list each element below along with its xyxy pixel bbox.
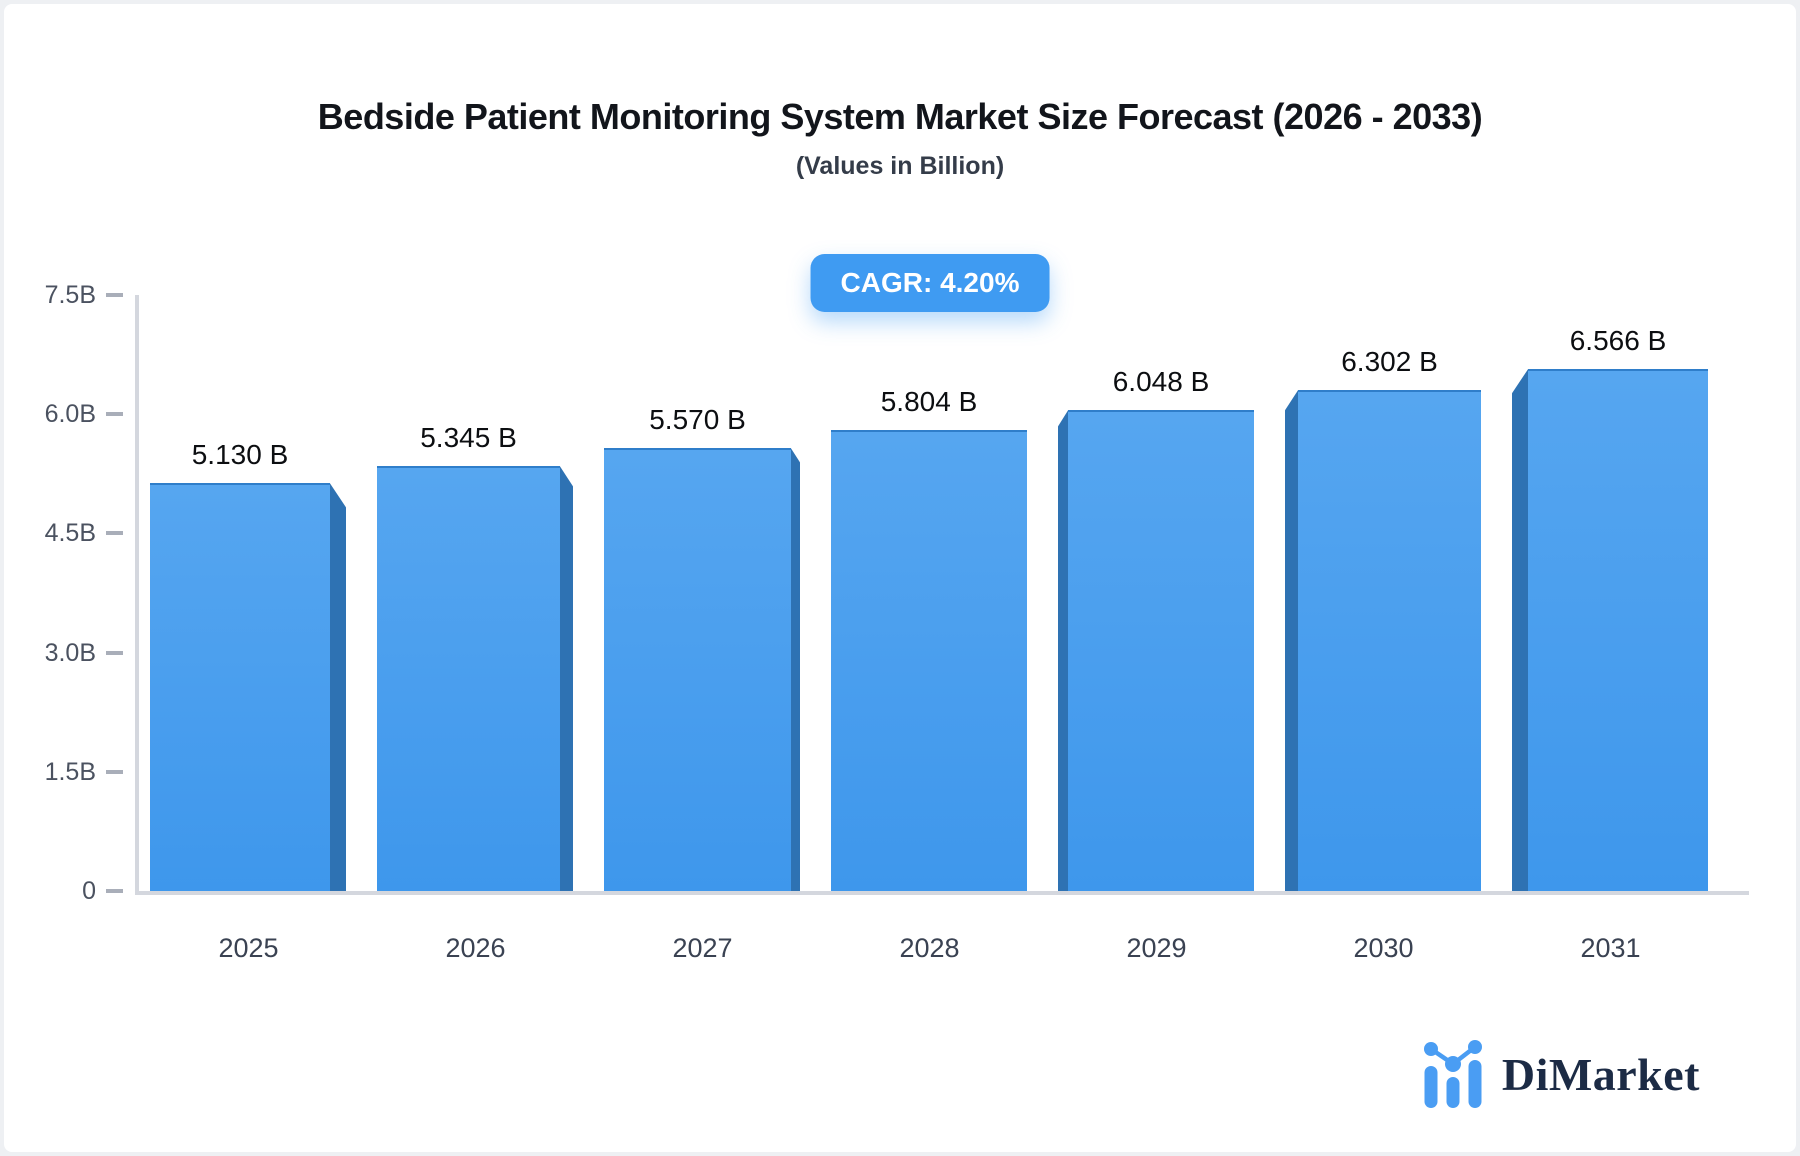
bar-value-label: 5.345 B xyxy=(420,422,517,454)
x-axis-labels: 2025 2026 2027 2028 2029 2030 2031 xyxy=(135,933,1724,964)
y-tick-dash xyxy=(106,293,123,297)
bar-value-label: 5.130 B xyxy=(191,439,289,471)
bars-container: 5.130 B 5.345 B 5.570 B 5.804 B 6.048 B 6.302… xyxy=(135,295,1724,891)
plot-area: 5.130 B 5.345 B 5.570 B 5.804 B 6.048 B 6.302… xyxy=(45,281,1749,963)
bar-face xyxy=(1068,410,1254,891)
bar-2029: 6.048 B xyxy=(1058,366,1254,891)
bar-slot: 6.566 B xyxy=(1497,295,1724,891)
y-tick-label: 6.0B xyxy=(44,400,96,429)
brand-logo: DiMarket xyxy=(1423,1040,1700,1108)
x-tick-label: 2025 xyxy=(218,933,279,963)
y-tick-label: 0 xyxy=(82,877,96,905)
bar-face xyxy=(604,448,791,891)
bar-slot: 5.804 B xyxy=(816,295,1043,891)
bar-value-label: 5.570 B xyxy=(649,404,746,436)
brand-name: DiMarket xyxy=(1501,1048,1700,1100)
bar-face xyxy=(1528,369,1708,891)
bar-face xyxy=(377,466,560,891)
x-tick-label: 2028 xyxy=(899,933,960,963)
bar-value-label: 6.048 B xyxy=(1112,366,1210,398)
bar-chart-logo-icon xyxy=(1423,1040,1486,1108)
bar-face xyxy=(831,429,1027,891)
bar-3d-side xyxy=(791,448,800,891)
bar-2030: 6.302 B xyxy=(1285,346,1481,891)
bar-value-label: 5.804 B xyxy=(880,385,978,417)
x-tick-label: 2029 xyxy=(1126,933,1187,963)
bar-2027: 5.570 B xyxy=(604,404,800,891)
x-tick-label: 2027 xyxy=(672,933,733,963)
y-tick-label: 4.5B xyxy=(44,519,96,548)
y-tick-dash xyxy=(106,769,123,774)
bar-slot: 6.048 B xyxy=(1043,295,1270,891)
bar-slot: 5.130 B xyxy=(135,295,362,891)
bar-slot: 5.570 B xyxy=(589,295,816,891)
bar-value-label: 6.566 B xyxy=(1569,325,1667,357)
y-tick-dash xyxy=(106,531,123,536)
bar-3d-side xyxy=(1058,410,1068,891)
y-tick-label: 3.0B xyxy=(44,638,96,667)
bar-3d-side xyxy=(560,466,573,891)
bar-3d-side xyxy=(330,483,346,891)
chart-subtitle: (Values in Billion) xyxy=(795,152,1005,180)
y-tick-label: 1.5B xyxy=(44,757,96,786)
y-axis-line xyxy=(135,295,139,891)
cagr-badge: CAGR: 4.20% xyxy=(810,254,1050,312)
y-tick-dash xyxy=(106,889,123,893)
bar-3d-side xyxy=(1285,390,1298,891)
bar-face xyxy=(150,483,330,891)
x-tick-label: 2031 xyxy=(1580,933,1641,963)
bar-slot: 6.302 B xyxy=(1270,295,1497,891)
y-tick-dash xyxy=(106,650,123,655)
x-axis-line xyxy=(135,891,1749,895)
bar-2026: 5.345 B xyxy=(377,422,573,891)
x-tick-label: 2026 xyxy=(445,933,506,963)
y-tick-label: 7.5B xyxy=(44,281,96,309)
bar-face xyxy=(1298,390,1481,891)
y-tick-dash xyxy=(106,412,123,417)
bar-2025: 5.130 B xyxy=(150,439,346,891)
x-tick-label: 2030 xyxy=(1353,933,1414,963)
bar-2028: 5.804 B xyxy=(831,386,1027,891)
bar-value-label: 6.302 B xyxy=(1341,346,1438,378)
bar-slot: 5.345 B xyxy=(362,295,589,891)
bar-3d-side xyxy=(1512,369,1528,891)
page-title: Bedside Patient Monitoring System Market… xyxy=(317,96,1483,137)
bar-2031: 6.566 B xyxy=(1512,325,1708,891)
chart-card: Bedside Patient Monitoring System Market… xyxy=(4,4,1796,1152)
